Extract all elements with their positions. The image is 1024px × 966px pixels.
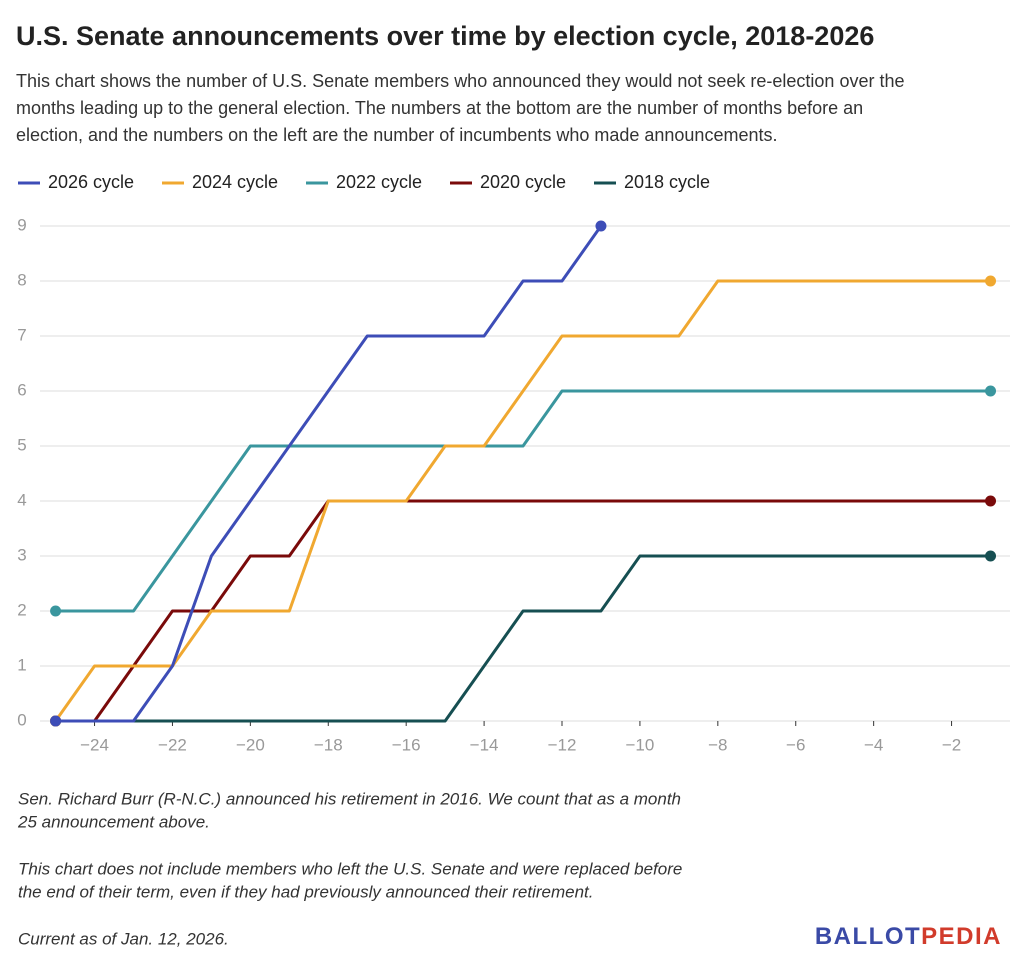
x-tick-label: −14 [470, 735, 499, 754]
series-line [55, 389, 991, 613]
subtitle: election, and the numbers on the left ar… [16, 125, 777, 145]
x-tick-label: −10 [625, 735, 654, 754]
x-tick-label: −2 [942, 735, 961, 754]
end-dot [50, 715, 62, 727]
end-dot [985, 275, 997, 287]
subtitle: This chart shows the number of U.S. Sena… [16, 71, 904, 91]
y-tick-label: 7 [17, 325, 26, 344]
y-tick-label: 2 [17, 600, 26, 619]
legend-label: 2022 cycle [336, 172, 422, 192]
y-tick-label: 5 [17, 435, 26, 454]
note: Sen. Richard Burr (R-N.C.) announced his… [18, 789, 681, 808]
y-tick-label: 6 [17, 380, 26, 399]
legend-label: 2024 cycle [192, 172, 278, 192]
series-line [54, 279, 991, 722]
end-dot [985, 495, 997, 507]
logo-part: PEDIA [921, 923, 1002, 950]
y-tick-label: 4 [17, 490, 26, 509]
x-tick-label: −12 [548, 735, 577, 754]
note: the end of their term, even if they had … [18, 882, 594, 901]
subtitle: months leading up to the general electio… [16, 98, 863, 118]
logo-part: BALLOT [815, 923, 921, 950]
y-tick-label: 1 [17, 655, 26, 674]
note: Current as of Jan. 12, 2026. [18, 929, 229, 948]
x-tick-label: −4 [864, 735, 883, 754]
series-line [55, 554, 991, 723]
y-tick-label: 9 [17, 215, 26, 234]
x-tick-label: −22 [158, 735, 187, 754]
y-tick-label: 0 [17, 710, 26, 729]
end-dot [985, 550, 997, 562]
legend-label: 2026 cycle [48, 172, 134, 192]
x-tick-label: −18 [314, 735, 343, 754]
x-tick-label: −8 [708, 735, 727, 754]
end-dot [50, 605, 62, 617]
legend-label: 2020 cycle [480, 172, 566, 192]
series-line [55, 225, 603, 723]
logo: BALLOTPEDIA [815, 923, 1002, 950]
legend-label: 2018 cycle [624, 172, 710, 192]
x-tick-label: −6 [786, 735, 805, 754]
x-tick-label: −24 [80, 735, 109, 754]
x-tick-label: −20 [236, 735, 265, 754]
y-tick-label: 3 [17, 545, 26, 564]
note: 25 announcement above. [17, 812, 210, 831]
y-tick-label: 8 [17, 270, 26, 289]
end-dot [595, 220, 607, 232]
x-tick-label: −16 [392, 735, 421, 754]
chart-title: U.S. Senate announcements over time by e… [16, 21, 874, 51]
note: This chart does not include members who … [18, 859, 682, 878]
end-dot [985, 385, 997, 397]
